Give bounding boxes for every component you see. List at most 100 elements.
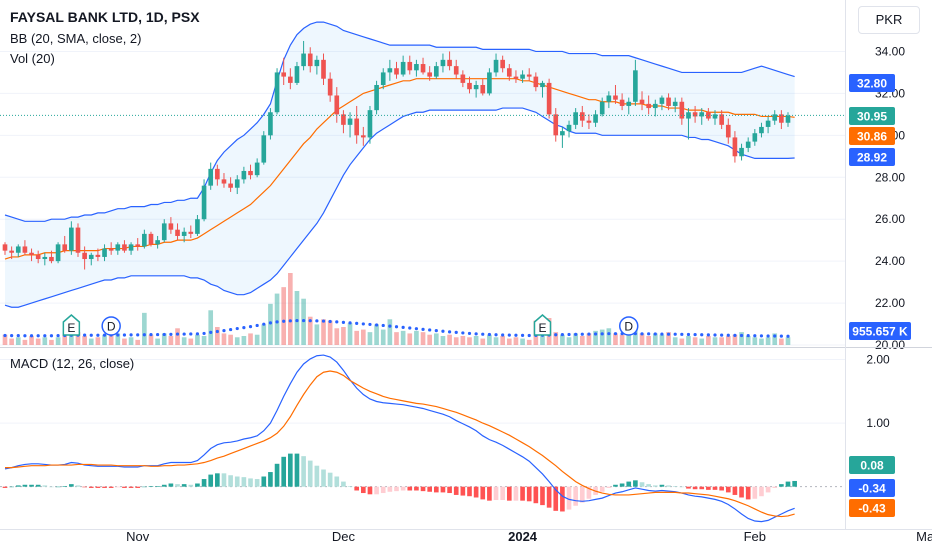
candle-body <box>785 115 791 123</box>
bb-legend[interactable]: BB (20, SMA, close, 2) <box>10 31 142 46</box>
volume-bar <box>175 328 180 345</box>
volume-ma-dot <box>315 319 319 323</box>
macd-histogram-bar <box>69 484 74 487</box>
macd-histogram-bar <box>414 486 419 491</box>
bb-lower-badge: 28.92 <box>857 151 887 165</box>
candle-body <box>414 64 419 71</box>
volume-bar <box>88 338 94 345</box>
macd-histogram-bar <box>480 486 486 500</box>
volume-ma-dot <box>613 332 618 336</box>
volume-badge-bg <box>849 322 911 340</box>
volume-bar <box>692 337 698 345</box>
volume-bar <box>427 334 433 345</box>
earnings-marker-label: E <box>67 321 75 335</box>
macd-histogram-bar <box>792 480 797 487</box>
volume-bar <box>62 334 68 345</box>
candle-body <box>22 246 28 253</box>
volume-ma-dot <box>441 329 445 333</box>
candle-body <box>719 114 724 125</box>
macd-histogram-bar <box>473 486 479 498</box>
candle-body <box>288 76 293 83</box>
candle-body <box>613 95 618 100</box>
macd-histogram-bar <box>779 484 784 487</box>
candle-body <box>427 72 433 77</box>
vol-legend[interactable]: Vol (20) <box>10 51 55 66</box>
macd-histogram-bar <box>360 486 366 494</box>
volume-bar <box>9 338 14 345</box>
macd-histogram-bar <box>427 486 433 492</box>
macd-legend[interactable]: MACD (12, 26, close) <box>10 356 135 371</box>
candle-body <box>387 68 393 73</box>
candle-body <box>268 112 273 136</box>
volume-ma-dot <box>248 325 253 329</box>
grid-lines <box>0 50 845 424</box>
volume-bar <box>195 334 200 345</box>
volume-bar <box>639 333 645 345</box>
macd-histogram-bar <box>453 486 459 495</box>
volume-ma-dot <box>494 333 498 337</box>
candle-body <box>181 231 187 236</box>
candle-body <box>188 231 194 234</box>
candle-body <box>301 53 306 67</box>
volume-ma-dot <box>282 319 286 323</box>
candle-body <box>692 112 698 117</box>
macd-histogram-bar <box>288 453 293 487</box>
volume-ma-dot <box>136 333 140 337</box>
volume-bar <box>108 330 114 345</box>
macd-histogram-bar <box>2 486 8 488</box>
volume-bar <box>453 337 459 345</box>
volume-ma-dot <box>640 332 644 336</box>
candle-body <box>659 97 665 104</box>
macd-badge: -0.34 <box>858 482 886 496</box>
candle-body <box>142 233 147 247</box>
candle-body <box>195 219 200 234</box>
price-tick-label: 34.00 <box>875 44 905 58</box>
volume-ma-dot <box>182 332 186 336</box>
price-tick-label: 20.00 <box>875 338 905 352</box>
volume-ma-dot <box>706 333 710 337</box>
macd-histogram-bar <box>420 486 426 492</box>
macd-histogram-bar <box>506 486 512 501</box>
candle-body <box>626 101 632 106</box>
volume-bar <box>367 332 373 345</box>
volume-ma-dot <box>23 334 27 338</box>
currency-button[interactable]: PKR <box>858 6 920 34</box>
candle-body <box>354 118 360 136</box>
volume-bar <box>500 336 505 345</box>
volume-ma-dot <box>474 332 478 336</box>
macd-histogram-bar <box>659 484 665 487</box>
macd-histogram-bar <box>732 486 738 495</box>
candle-body <box>108 248 114 251</box>
volume-bar <box>400 330 406 345</box>
volume-ma-dot <box>593 332 598 336</box>
volume-ma-dot <box>733 333 737 337</box>
volume-ma-dot <box>507 333 511 337</box>
volume-bar <box>487 334 492 345</box>
candle-body <box>712 114 718 119</box>
macd-histogram-bar <box>460 486 466 496</box>
macd-histogram-bar <box>679 486 685 488</box>
candle-body <box>334 95 340 115</box>
candle-body <box>261 135 267 163</box>
macd-histogram-bar <box>573 486 578 506</box>
macd-histogram-bar <box>307 460 313 487</box>
volume-bar <box>95 337 101 345</box>
candle-body <box>520 74 525 79</box>
earnings-marker <box>533 314 552 336</box>
volume-ma-dot <box>341 320 346 324</box>
volume-ma-dot <box>189 332 193 336</box>
candle-body <box>672 101 678 106</box>
volume-bar <box>433 333 439 345</box>
candle-body <box>739 147 744 157</box>
volume-bar <box>666 332 671 345</box>
volume-ma-dot <box>700 333 704 337</box>
volume-bar <box>414 330 419 345</box>
volume-ma-dot <box>428 328 432 332</box>
volume-bar <box>22 339 28 345</box>
macd-histogram-bar <box>29 484 34 487</box>
volume-ma-dot <box>447 330 452 334</box>
volume-ma-dot <box>759 334 764 338</box>
earnings-marker-label: E <box>538 321 546 335</box>
candle-body <box>725 124 731 138</box>
volume-ma-dot <box>653 332 657 336</box>
